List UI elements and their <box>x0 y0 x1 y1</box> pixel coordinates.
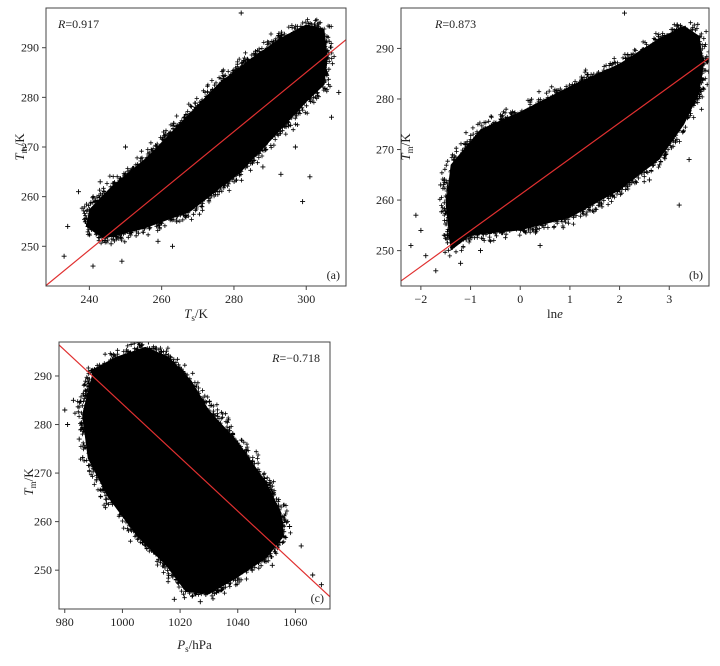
y-axis-label: Tm/K <box>12 133 29 161</box>
x-tick-label: 3 <box>666 292 672 306</box>
chart-panel-a: 240 260 280 300 250 260 270 280 290 R=0.917 (a) Ts/… <box>12 7 347 323</box>
x-tick-label: −1 <box>464 292 477 306</box>
panel-label: (b) <box>689 268 703 282</box>
x-tick-label: 980 <box>56 615 74 629</box>
x-tick-label: 1060 <box>283 615 307 629</box>
scatter-outliers <box>408 10 692 274</box>
plot-frame <box>400 7 710 287</box>
panel-label: (a) <box>327 268 340 282</box>
scatter-density-fill <box>82 346 284 595</box>
x-tick-label: 1000 <box>110 615 134 629</box>
x-tick-label: 300 <box>297 292 315 306</box>
x-axis-label: Ps/hPa <box>176 637 212 654</box>
y-tick-label: 250 <box>21 239 39 253</box>
scatter-density-fill <box>85 24 328 239</box>
panel-label: (c) <box>311 591 324 605</box>
y-tick-label: 280 <box>34 418 52 432</box>
y-tick-label: 270 <box>34 466 52 480</box>
x-tick-label: 240 <box>80 292 98 306</box>
x-tick-label: 0 <box>517 292 523 306</box>
y-tick-label: 280 <box>21 90 39 104</box>
chart-panel-b: −2 −1 0 1 2 3 250 260 270 280 290 R=0.873 (b) lne Tm/K <box>376 7 710 321</box>
scatter-points <box>72 342 293 601</box>
x-tick-label: 1 <box>567 292 573 306</box>
regression-line <box>401 57 709 282</box>
x-tick-label: 1020 <box>168 615 192 629</box>
x-tick-label: 1040 <box>226 615 250 629</box>
correlation-label: R=−0.718 <box>271 351 320 365</box>
correlation-label: R=0.917 <box>57 17 99 31</box>
y-tick-label: 270 <box>376 143 394 157</box>
y-axis-label: Tm/K <box>21 468 38 496</box>
chart-panel-c: 980 1000 1020 1040 1060 250 260 270 280 290 R=−0.7… <box>21 341 331 654</box>
x-tick-label: 280 <box>225 292 243 306</box>
y-tick-label: 260 <box>21 190 39 204</box>
y-tick-label: 270 <box>21 140 39 154</box>
x-axis-label: lne <box>547 306 563 321</box>
regression-line <box>46 39 346 286</box>
scatter-points <box>79 17 337 246</box>
y-tick-label: 260 <box>376 193 394 207</box>
x-tick-label: −2 <box>414 292 427 306</box>
y-tick-label: 280 <box>376 92 394 106</box>
x-axis-label: Ts/K <box>184 306 208 323</box>
scatter-outliers <box>61 10 342 269</box>
plot-frame <box>58 341 331 610</box>
scatter-density-fill <box>445 25 704 251</box>
y-tick-label: 290 <box>21 41 39 55</box>
y-tick-label: 260 <box>34 515 52 529</box>
x-tick-label: 2 <box>617 292 623 306</box>
correlation-label: R=0.873 <box>434 17 476 31</box>
y-tick-label: 250 <box>376 244 394 258</box>
y-tick-label: 250 <box>34 563 52 577</box>
y-tick-label: 290 <box>376 41 394 55</box>
x-tick-label: 260 <box>153 292 171 306</box>
scatter-points <box>437 20 709 259</box>
y-tick-label: 290 <box>34 369 52 383</box>
y-axis-label: Tm/K <box>398 133 415 161</box>
regression-line <box>59 344 330 598</box>
scatter-outliers <box>62 342 324 605</box>
